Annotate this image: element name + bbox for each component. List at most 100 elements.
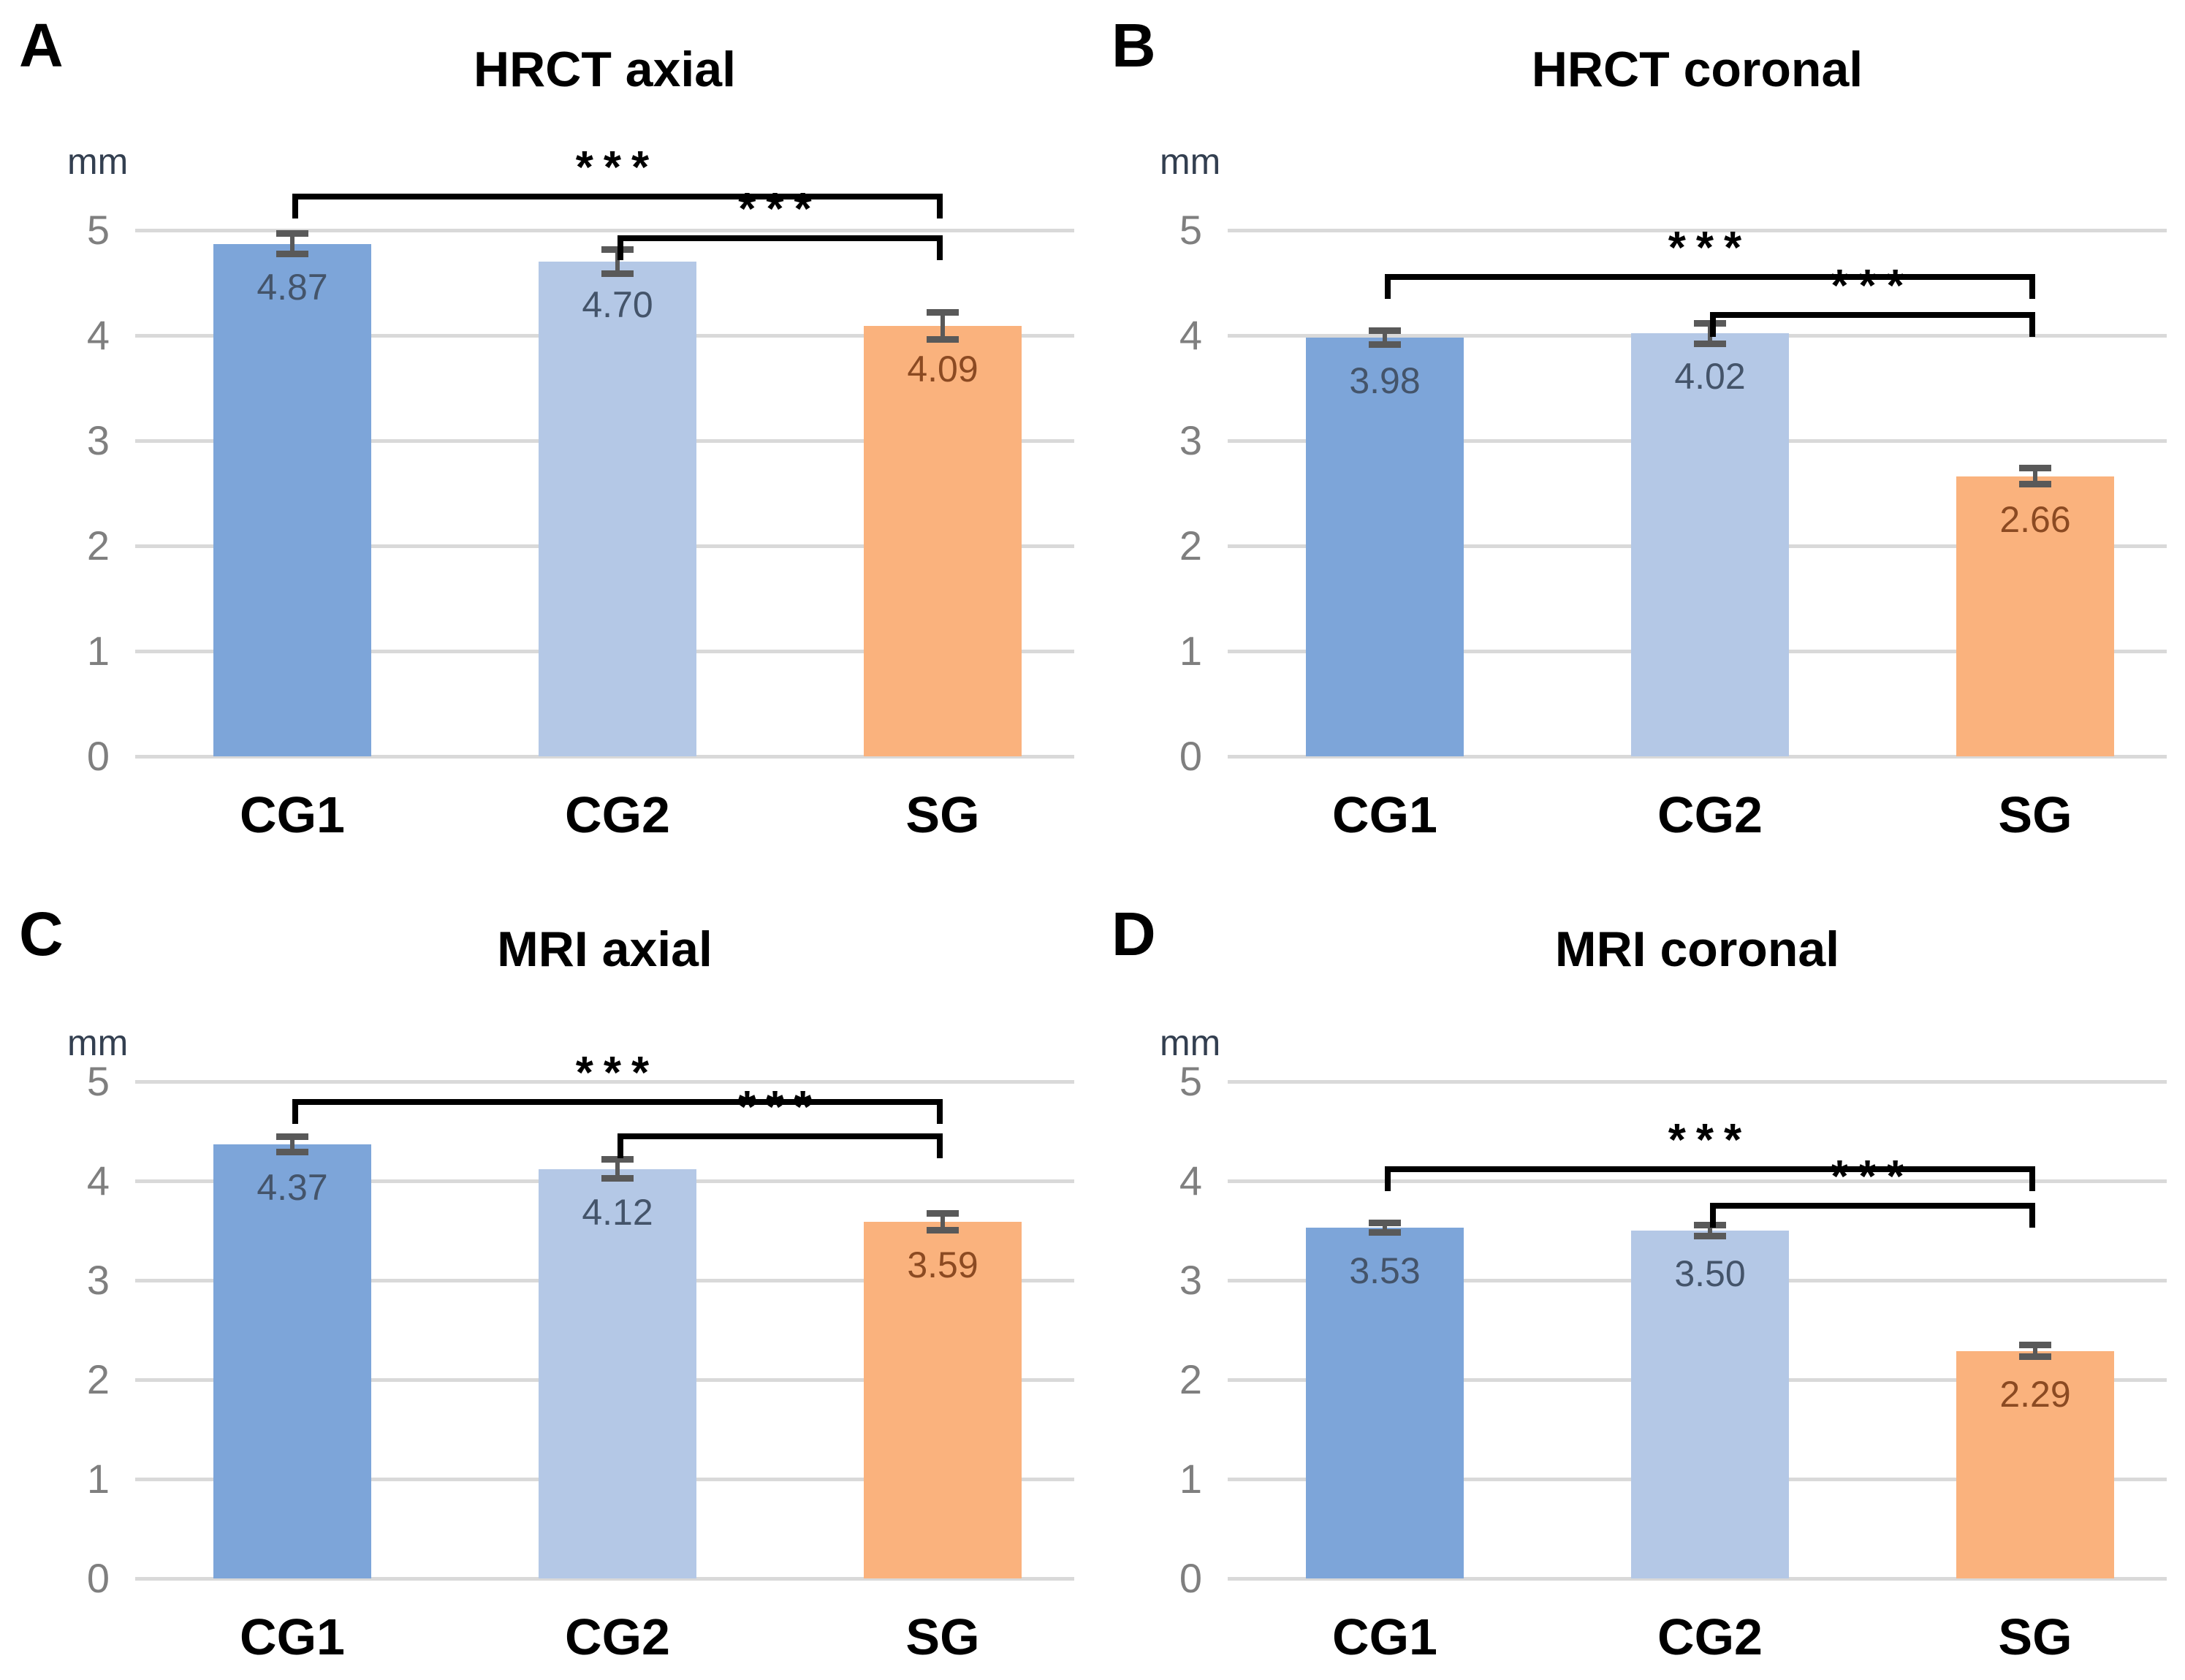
bar-value-label: 4.87 [256, 266, 328, 308]
error-bar-cap-bottom [1369, 1228, 1401, 1236]
chart-title: MRI coronal [1554, 921, 1840, 977]
panel-letter: D [1112, 900, 1156, 968]
panel-hrct-axial: A HRCT axial mm 4.87 4.70 4.09 CG1 CG2 S… [0, 0, 1092, 843]
significance-label: *** [1831, 261, 1915, 312]
error-bar [940, 1212, 945, 1231]
error-bar-cap-top [1369, 327, 1401, 334]
plot-area: 3.53 3.50 2.29 CG1 CG2 SG 0 1 2 3 4 5 *** *** [1092, 840, 2185, 1680]
error-bar-cap-bottom [2019, 1353, 2051, 1360]
error-bar-cap-bottom [601, 1175, 634, 1182]
x-tick-label-cg1: CG1 [240, 786, 345, 843]
bar-sg: 3.59 [864, 1221, 1022, 1578]
panel-mri-coronal: D MRI coronal mm 3.53 3.50 2.29 CG1 CG2 … [1092, 840, 2185, 1680]
y-tick-label: 2 [86, 522, 110, 569]
x-tick-label-cg1: CG1 [240, 1608, 345, 1665]
bar-cg2: 4.70 [539, 262, 696, 756]
gridline [1228, 1179, 2167, 1183]
chart-title: MRI axial [497, 921, 712, 977]
significance-bracket-line [618, 235, 943, 242]
panel-letter: A [19, 11, 64, 80]
bar-value-label: 4.12 [582, 1191, 653, 1233]
y-tick-label: 0 [1179, 1555, 1202, 1601]
significance-label: *** [575, 142, 660, 193]
error-bar-cap-top [601, 1156, 634, 1163]
chart-title: HRCT coronal [1531, 42, 1863, 97]
chart-title: HRCT axial [474, 42, 736, 97]
significance-bracket-tick-right [2029, 312, 2035, 338]
gridline [135, 755, 1074, 759]
bar-cg1: 3.53 [1306, 1227, 1464, 1578]
significance-label: *** [575, 1048, 660, 1099]
plot-area: 4.37 4.12 3.59 CG1 CG2 SG 0 1 2 3 4 5 *** *** [0, 840, 1092, 1680]
bar-value-label: 4.09 [907, 349, 978, 390]
gridline [1228, 1577, 2167, 1581]
significance-bracket-tick-right [937, 235, 943, 261]
y-tick-label: 4 [1179, 312, 1202, 358]
y-tick-label: 4 [1179, 1158, 1202, 1204]
panel-letter: B [1112, 11, 1156, 80]
y-axis-unit-label: mm [67, 1022, 129, 1063]
y-tick-label: 5 [86, 1058, 110, 1104]
significance-label: *** [738, 184, 822, 235]
significance-bracket-line [1710, 312, 2035, 319]
gridline [135, 1577, 1074, 1581]
gridline [1228, 755, 2167, 759]
y-axis-unit-label: mm [1160, 141, 1221, 182]
bar-value-label: 3.59 [907, 1244, 978, 1285]
bar-value-label: 4.37 [256, 1166, 328, 1208]
significance-bracket-tick-left [1710, 312, 1716, 338]
significance-bracket-tick-right [2029, 274, 2035, 300]
plot-area: 3.98 4.02 2.66 CG1 CG2 SG 0 1 2 3 4 5 *** *** [1092, 0, 2185, 843]
error-bar [290, 233, 294, 255]
gridline [135, 229, 1074, 232]
error-bar [2033, 1345, 2037, 1357]
plot-area: 4.87 4.70 4.09 CG1 CG2 SG 0 1 2 3 4 5 *** *** [0, 0, 1092, 843]
bar-sg: 4.09 [864, 326, 1022, 756]
gridline [1228, 229, 2167, 232]
error-bar-cap-bottom [1369, 341, 1401, 348]
bar-value-label: 3.53 [1349, 1250, 1421, 1291]
significance-label: *** [1831, 1151, 1915, 1202]
y-tick-label: 2 [86, 1356, 110, 1402]
error-bar-cap-bottom [1694, 340, 1726, 347]
gridline [135, 1080, 1074, 1084]
significance-bracket-tick-left [1385, 274, 1391, 300]
significance-bracket-tick-right [2029, 1202, 2035, 1228]
y-tick-label: 2 [1179, 522, 1202, 569]
error-bar-cap-bottom [927, 335, 959, 343]
bar-value-label: 4.02 [1674, 356, 1746, 398]
significance-bracket-line [1385, 274, 2035, 281]
x-tick-label-cg2: CG2 [1657, 1608, 1763, 1665]
significance-bracket-tick-right [937, 1133, 943, 1158]
panel-mri-axial: C MRI axial mm 4.37 4.12 3.59 CG1 CG2 SG… [0, 840, 1092, 1680]
bar-value-label: 3.50 [1674, 1253, 1746, 1294]
y-axis-unit-label: mm [1160, 1022, 1221, 1063]
error-bar [615, 1159, 620, 1179]
significance-bracket-tick-left [292, 193, 298, 218]
error-bar-cap-top [2019, 465, 2051, 472]
error-bar-cap-bottom [601, 270, 634, 278]
panel-letter: C [19, 900, 64, 968]
bar-cg1: 4.87 [213, 243, 371, 756]
significance-bracket-line [292, 1099, 943, 1106]
error-bar-cap-bottom [276, 1148, 308, 1155]
error-bar-cap-top [1369, 1220, 1401, 1227]
bar-cg1: 4.37 [213, 1144, 371, 1578]
x-tick-label-cg1: CG1 [1332, 786, 1437, 843]
y-tick-label: 3 [86, 417, 110, 463]
panel-hrct-coronal: B HRCT coronal mm 3.98 4.02 2.66 CG1 CG2… [1092, 0, 2185, 843]
error-bar-cap-bottom [927, 1227, 959, 1234]
error-bar-cap-top [927, 309, 959, 316]
x-tick-label-sg: SG [1998, 1608, 2072, 1665]
y-tick-label: 0 [86, 1555, 110, 1601]
error-bar-cap-top [927, 1209, 959, 1217]
significance-bracket-line [618, 1133, 943, 1139]
significance-label: *** [738, 1082, 822, 1133]
bar-sg: 2.66 [1956, 476, 2114, 756]
y-axis-unit-label: mm [67, 141, 129, 182]
bar-cg2: 3.50 [1631, 1231, 1789, 1578]
x-tick-label-cg2: CG2 [565, 786, 670, 843]
significance-bracket-tick-left [1385, 1166, 1391, 1191]
significance-bracket-line [1385, 1166, 2035, 1172]
